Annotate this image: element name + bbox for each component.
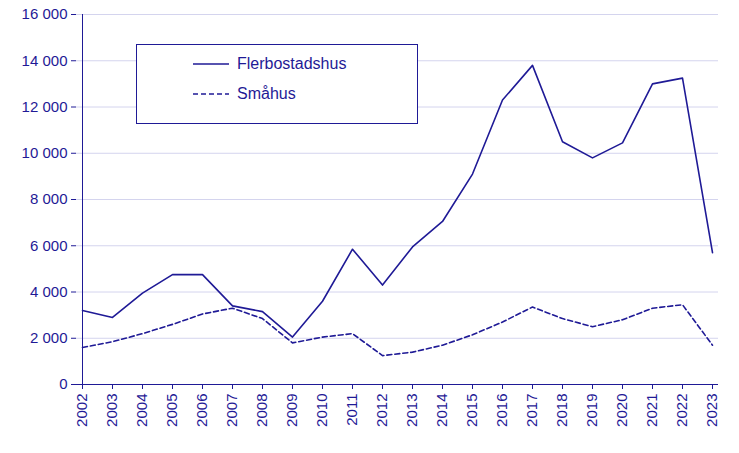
svg-text:2015: 2015 [463, 394, 480, 427]
svg-text:8 000: 8 000 [30, 190, 68, 207]
svg-text:2006: 2006 [193, 394, 210, 427]
svg-text:2017: 2017 [523, 394, 540, 427]
svg-text:2012: 2012 [373, 394, 390, 427]
svg-text:2013: 2013 [403, 394, 420, 427]
svg-text:2002: 2002 [73, 394, 90, 427]
svg-text:14 000: 14 000 [22, 52, 68, 69]
svg-text:2008: 2008 [253, 394, 270, 427]
svg-text:2007: 2007 [223, 394, 240, 427]
svg-text:2010: 2010 [313, 394, 330, 427]
svg-text:2018: 2018 [553, 394, 570, 427]
svg-text:6 000: 6 000 [30, 237, 68, 254]
svg-text:2003: 2003 [103, 394, 120, 427]
html-text:Flerbostadshus: Flerbostadshus [237, 55, 347, 72]
svg-text:4 000: 4 000 [30, 283, 68, 300]
svg-text:10 000: 10 000 [22, 144, 68, 161]
svg-text:2 000: 2 000 [30, 329, 68, 346]
svg-text:2021: 2021 [643, 394, 660, 427]
svg-text:2023: 2023 [703, 394, 720, 427]
svg-text:12 000: 12 000 [22, 98, 68, 115]
svg-text:2009: 2009 [283, 394, 300, 427]
svg-text:2019: 2019 [583, 394, 600, 427]
svg-text:2014: 2014 [433, 394, 450, 427]
svg-text:2016: 2016 [493, 394, 510, 427]
svg-text:16 000: 16 000 [22, 5, 68, 22]
svg-text:2022: 2022 [673, 394, 690, 427]
svg-text:0: 0 [59, 375, 67, 392]
svg-text:2011: 2011 [343, 394, 360, 426]
svg-text:2020: 2020 [613, 394, 630, 427]
svg-text:2005: 2005 [163, 394, 180, 427]
html-text:Småhus: Småhus [237, 85, 296, 102]
svg-text:2004: 2004 [133, 394, 150, 427]
